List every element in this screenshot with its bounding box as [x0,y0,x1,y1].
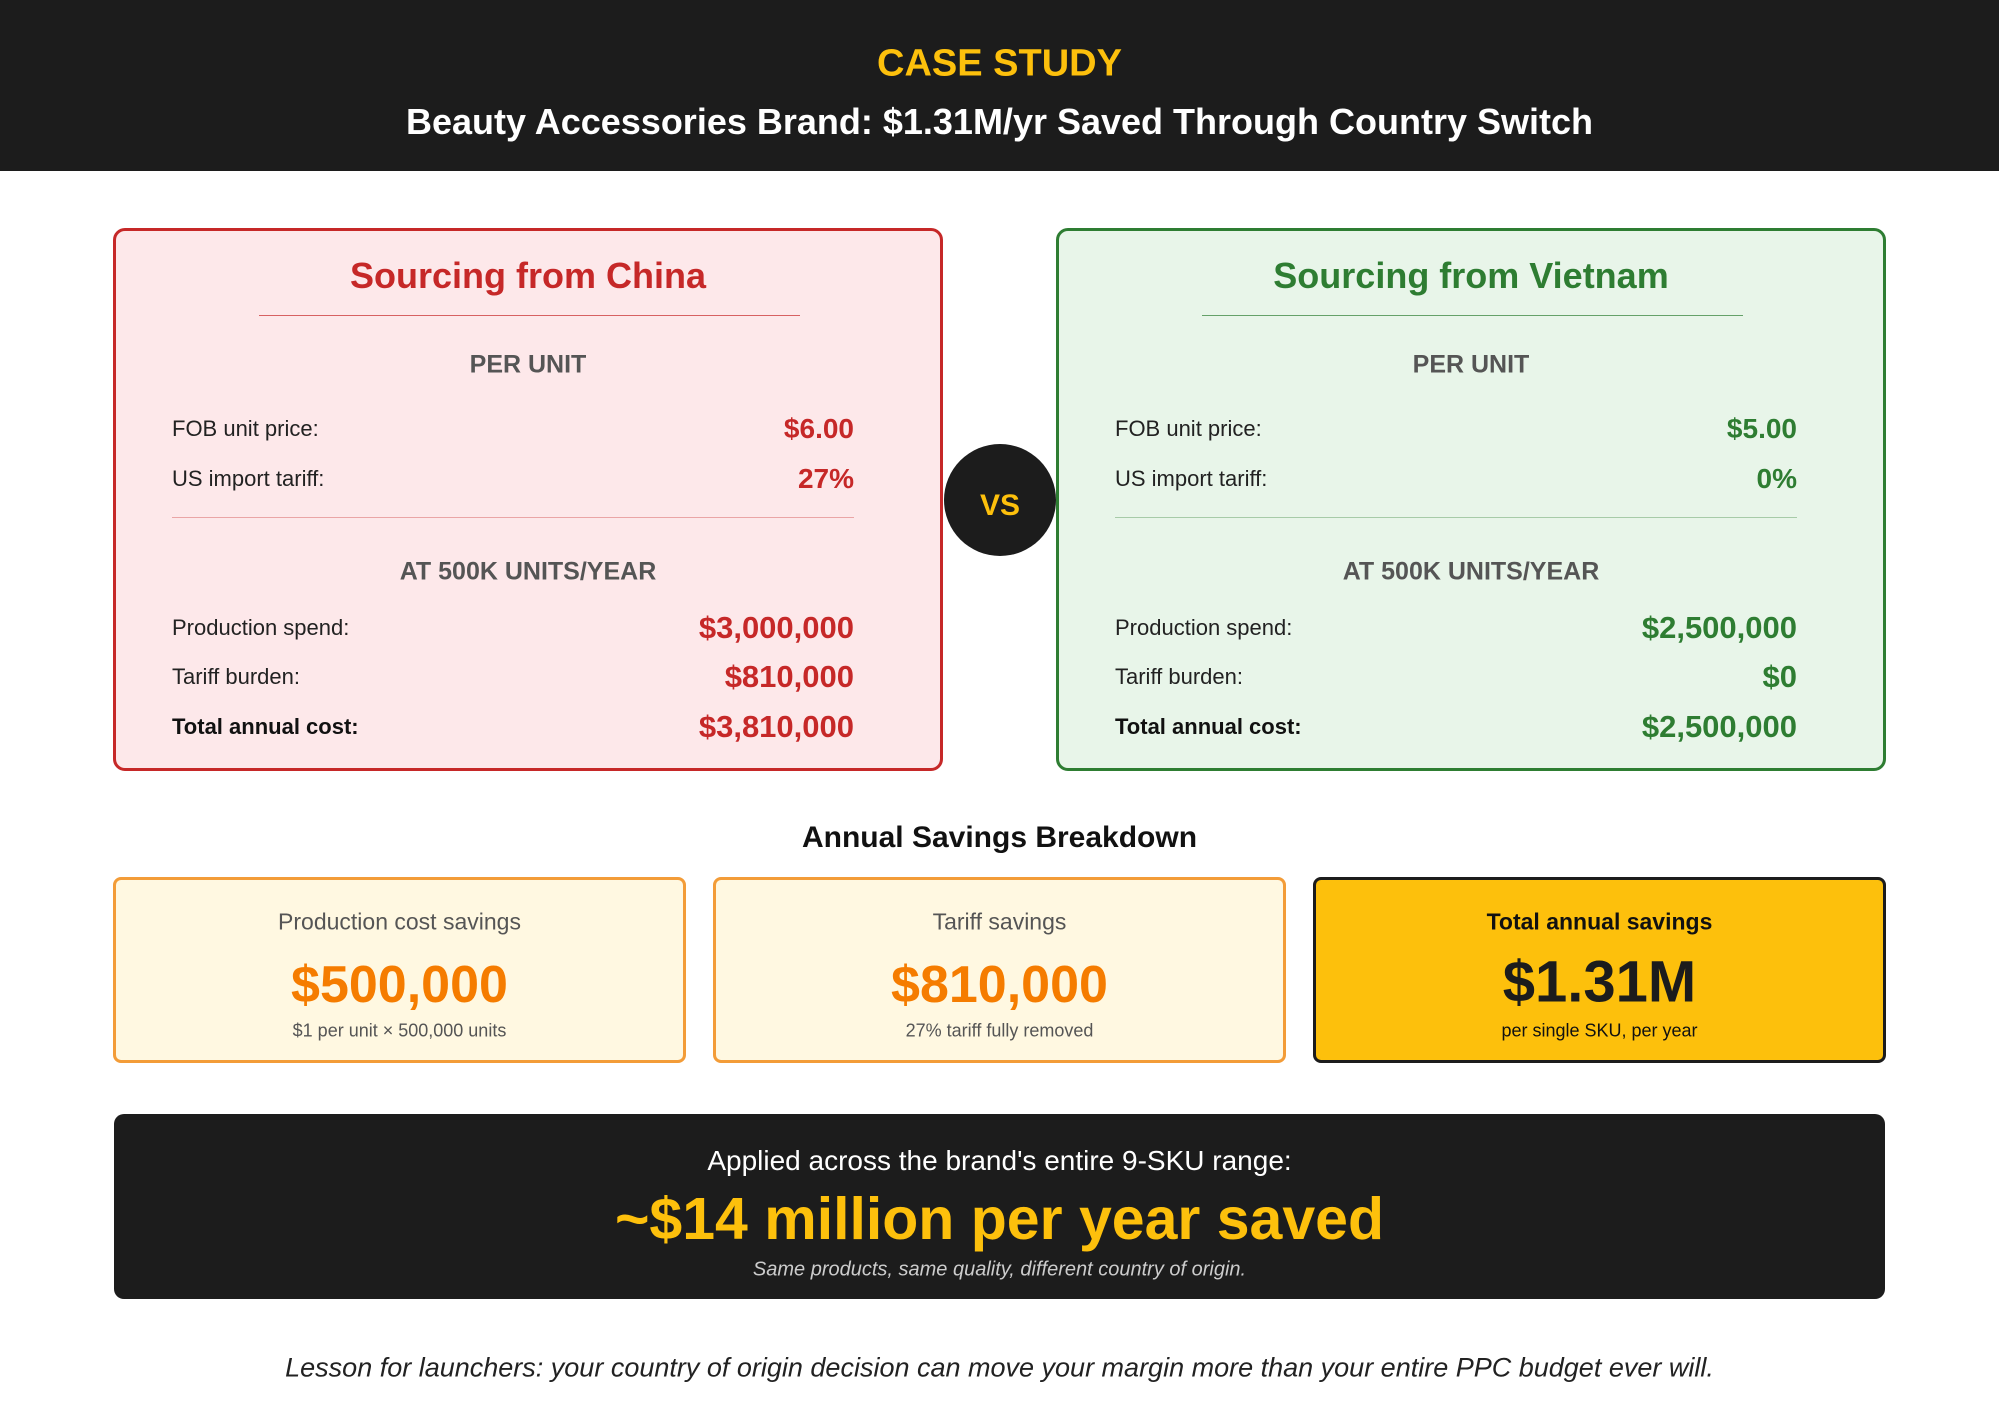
kicker: CASE STUDY [877,42,1122,85]
section-heading: AT 500K UNITS/YEAR [399,557,657,586]
card-value: $500,000 [291,956,508,1014]
section-heading: PER UNIT [469,350,587,379]
row-value: $0 [1762,659,1797,694]
row-label: Total annual cost: [1115,714,1302,739]
row-value: 27% [797,463,854,494]
card-label: Total annual savings [1486,908,1713,935]
divider [1115,517,1797,518]
row-value: $5.00 [1726,413,1797,444]
row-label: US import tariff: [1115,466,1268,491]
banner-headline: ~$14 million per year saved [614,1186,1385,1252]
savings-card: Total annual savings $1.31M per single S… [1313,877,1886,1063]
section-heading: PER UNIT [1412,350,1530,379]
row-label: Tariff burden: [1115,664,1244,689]
card-label: Production cost savings [278,908,521,935]
divider [1202,315,1743,316]
banner: Applied across the brand's entire 9-SKU … [114,1114,1885,1299]
savings-heading: Annual Savings Breakdown [801,821,1198,854]
row-label: Production spend: [1115,615,1293,640]
card-value: $810,000 [891,956,1108,1014]
row-label: US import tariff: [172,466,325,491]
panel-title: Sourcing from China [349,255,706,296]
row-label: Production spend: [172,615,350,640]
card-value: $1.31M [1502,949,1697,1015]
china-panel: Sourcing from China PER UNIT FOB unit pr… [113,228,943,771]
row-value: $810,000 [724,659,854,694]
header: CASE STUDY Beauty Accessories Brand: $1.… [0,0,1999,171]
banner-note: Same products, same quality, different c… [752,1258,1247,1281]
card-note: $1 per unit × 500,000 units [292,1020,507,1041]
row-label: Total annual cost: [172,714,359,739]
row-label: FOB unit price: [172,416,319,441]
row-value: $3,810,000 [698,709,854,744]
savings-card: Production cost savings $500,000 $1 per … [113,877,686,1063]
panel-title: Sourcing from Vietnam [1273,255,1669,296]
row-label: Tariff burden: [172,664,301,689]
card-label: Tariff savings [932,908,1067,935]
vietnam-panel: Sourcing from Vietnam PER UNIT FOB unit … [1056,228,1886,771]
section-heading: AT 500K UNITS/YEAR [1342,557,1600,586]
row-value: 0% [1756,463,1797,494]
divider [172,517,854,518]
banner-intro: Applied across the brand's entire 9-SKU … [707,1145,1292,1176]
card-note: per single SKU, per year [1501,1020,1698,1041]
row-value: $3,000,000 [698,610,854,645]
vs-text: VS [979,489,1021,522]
row-label: FOB unit price: [1115,416,1262,441]
divider [259,315,800,316]
row-value: $6.00 [783,413,854,444]
row-value: $2,500,000 [1641,709,1797,744]
row-value: $2,500,000 [1641,610,1797,645]
vs-badge: VS [944,444,1056,556]
card-note: 27% tariff fully removed [905,1020,1094,1041]
savings-card: Tariff savings $810,000 27% tariff fully… [713,877,1286,1063]
lesson: Lesson for launchers: your country of or… [285,1352,1714,1383]
title: Beauty Accessories Brand: $1.31M/yr Save… [406,101,1593,142]
